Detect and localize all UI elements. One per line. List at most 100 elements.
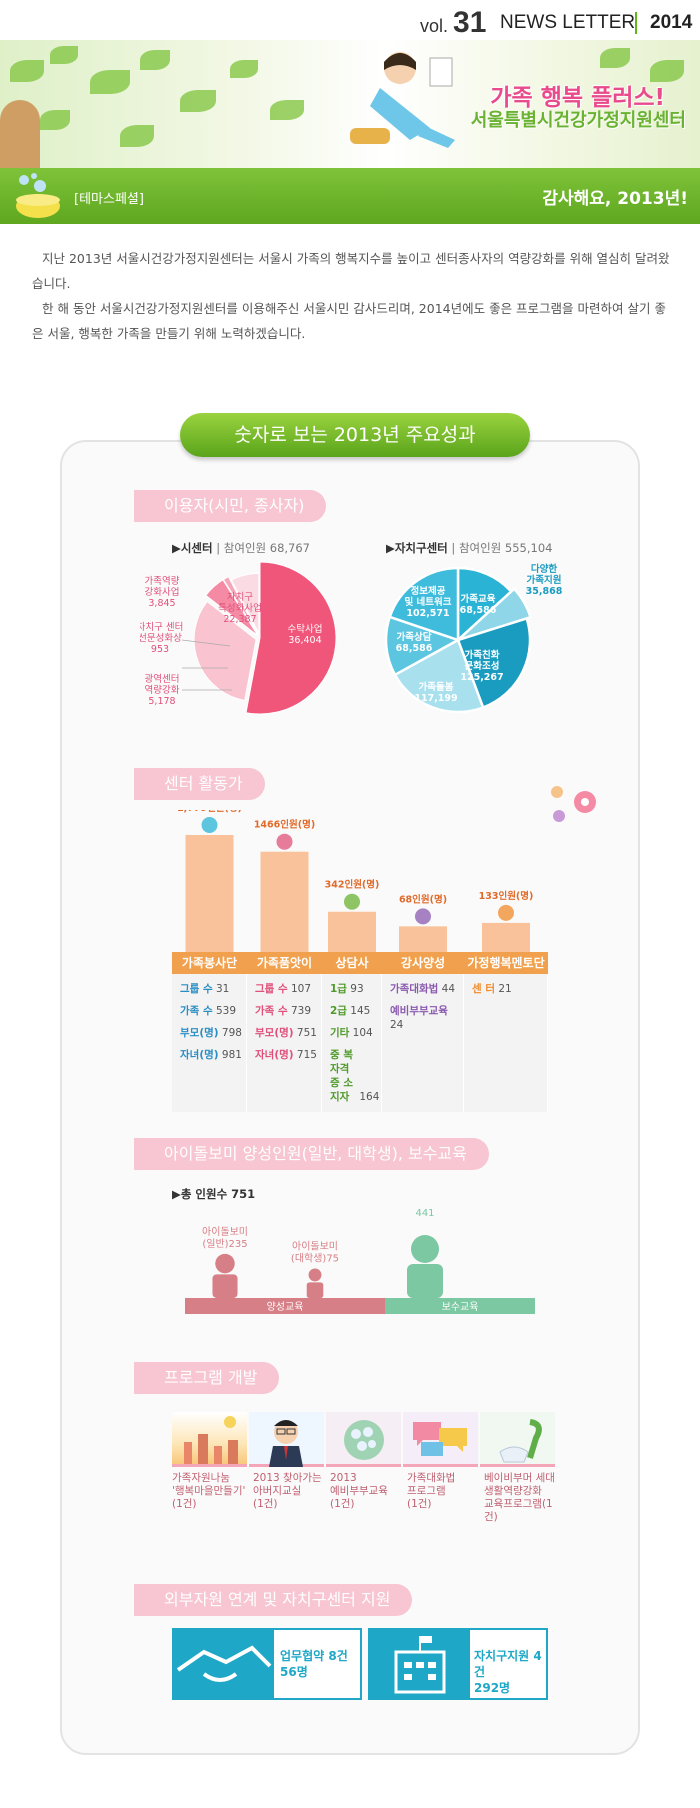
- pie-label: 다양한 가족지원 35,868: [526, 563, 563, 597]
- refresher-bar-label: 보수교육: [442, 1301, 479, 1313]
- table-column: [464, 974, 548, 1112]
- newsletter-header: vol. 31 NEWS LETTER 2014: [0, 0, 700, 40]
- greeting-title: 감사해요, 2013년!: [542, 189, 688, 209]
- table-row: 1급 93: [330, 983, 364, 995]
- year-label: 2014: [650, 12, 693, 33]
- program-caption: 베이비부머 세대 생활역량강화 교육프로그램(1건): [484, 1472, 555, 1523]
- caregiver-count-label: 441: [415, 1208, 434, 1219]
- pie-slice: [245, 561, 337, 715]
- activity-count-label: 68인원(명): [399, 893, 447, 905]
- intro-paragraph: 한 해 동안 서울시건강가정지원센터를 이용해주신 서울시민 감사드리며, 20…: [32, 301, 666, 341]
- table-row: 가족 수 539: [180, 1005, 237, 1017]
- section-heading-caregiver: 아이돌보미 양성인원(일반, 대학생), 보수교육: [134, 1138, 489, 1170]
- activity-count-label: 133인원(명): [479, 890, 534, 902]
- training-bar-label: 양성교육: [267, 1301, 304, 1313]
- program-image-father: [249, 1412, 324, 1467]
- table-row: 그룹 수 31: [180, 983, 230, 995]
- flower-decoration-icon: [551, 786, 596, 822]
- table-header: 가정행복멘토단: [464, 952, 548, 974]
- table-header: 강사양성: [382, 952, 464, 974]
- section-heading-external: 외부자원 연계 및 자치구센터 지원: [134, 1584, 413, 1616]
- pie-label: 가족교육 68,586: [460, 593, 497, 616]
- pie-slice: [222, 575, 259, 636]
- person-icon: [498, 904, 514, 921]
- program-caption: 2013 찾아가는 아버지교실 (1건): [253, 1472, 322, 1510]
- table-header: 가족품앗이: [247, 952, 322, 974]
- leaf-decoration: [140, 50, 170, 70]
- pot-decoration: [0, 100, 40, 168]
- leaf-decoration: [600, 48, 630, 68]
- activity-count-label: 1,779인원(명): [177, 810, 242, 814]
- program-caption: 2013 예비부부교육 (1건): [330, 1472, 388, 1510]
- program-image-babyboomer: [480, 1412, 555, 1467]
- person-icon: [276, 833, 293, 850]
- pie-label: 가족친화 문화조성 125,267: [460, 649, 503, 683]
- program-caption: 가족자원나눔 '행복마을만들기' (1건): [172, 1472, 246, 1510]
- district-support-text: 자치구지원 4건 292명: [474, 1649, 542, 1695]
- table-row: 기타 104: [330, 1027, 373, 1039]
- pie-slice: [393, 638, 485, 714]
- leaf-decoration: [230, 60, 258, 78]
- section-heading-activities: 센터 활동가: [134, 768, 265, 800]
- volume-label: vol. 31: [420, 6, 487, 39]
- pie-slice: [193, 600, 257, 702]
- pie-label: 가족상담 68,586: [396, 631, 433, 654]
- activity-count-label: 1466인원(명): [254, 819, 315, 831]
- table-row: 센 터 21: [472, 983, 512, 995]
- hero-banner: 가족 행복 플러스! 서울특별시건강가정지원센터: [0, 40, 700, 168]
- pie-slice: [230, 572, 260, 634]
- city-center-pie-chart: 수탁사업 36,404 자치구 특성화사업 22,387 가족역량 강화사업 3,845 자치구…: [140, 561, 337, 715]
- table-row: 가족 수 739: [255, 1005, 312, 1017]
- leaf-decoration: [180, 90, 216, 112]
- table-column: [382, 974, 464, 1112]
- pie-label: 가족역량 강화사업 3,845: [145, 575, 180, 609]
- partnership-text: 업무협약 8건 56명: [280, 1649, 348, 1679]
- caregiver-chart: 아이돌보미 (일반)235 아이돌보미 (대학생)75 441 양성교육 보수교육: [185, 1208, 535, 1314]
- table-row: 예비부부교육 24: [390, 1005, 448, 1031]
- table-row: 자녀(명) 715: [255, 1049, 317, 1061]
- table-row: 2급 145: [330, 1005, 371, 1017]
- caregiver-count-label: 아이돌보미 (일반)235: [202, 1226, 248, 1250]
- pie-slice: [457, 587, 533, 642]
- program-image-village: [172, 1412, 247, 1467]
- table-column: [172, 974, 247, 1112]
- table-row: 부모(명) 751: [255, 1027, 317, 1039]
- section-heading-programs: 프로그램 개발: [134, 1362, 280, 1394]
- table-header: 상담사: [322, 952, 382, 974]
- program-image-dialogue: [403, 1412, 478, 1467]
- leaf-decoration: [40, 110, 70, 130]
- table-column: [322, 974, 382, 1112]
- person-head: [215, 1253, 235, 1274]
- person-icon: [344, 893, 360, 910]
- city-center-label: ▶시센터 | 참여인원 68,767: [172, 541, 310, 555]
- bubble-bowl-icon: [16, 173, 60, 218]
- activity-bar: [260, 851, 309, 952]
- district-support-box: 자치구지원 4건 292명: [368, 1628, 548, 1700]
- pie-label: 가족돌봄 117,199: [414, 681, 457, 704]
- pie-label: 자치구 센터 선문성화상 953: [140, 621, 183, 655]
- table-row: 그룹 수 107: [255, 983, 312, 995]
- activity-bar: [185, 835, 234, 952]
- intro-paragraph: 지난 2013년 서울시건강가정지원센터는 서울시 가족의 행복지수를 높이고 …: [32, 251, 670, 291]
- activity-bar: [482, 922, 530, 952]
- table-column: [247, 974, 322, 1112]
- girl-illustration: [350, 52, 455, 148]
- leaf-decoration: [120, 125, 154, 147]
- person-figure: [306, 1282, 324, 1298]
- training-bar: [185, 1298, 385, 1314]
- table-row: 자녀(명) 981: [180, 1049, 242, 1061]
- caregiver-count-label: 아이돌보미 (대학생)75: [291, 1240, 339, 1264]
- table-row: 중 복 자격증 소지자 164: [330, 1049, 380, 1103]
- pie-slice: [388, 566, 460, 642]
- person-icon: [201, 817, 218, 833]
- banner-subtitle: 서울특별시건강가정지원센터: [470, 110, 686, 131]
- building-icon: [370, 1630, 470, 1698]
- partnership-box: 업무협약 8건 56명: [172, 1628, 362, 1700]
- pie-label: 수탁사업 36,404: [288, 623, 323, 646]
- person-figure: [212, 1274, 238, 1298]
- theme-bar: [테마스페셜] 감사해요, 2013년!: [0, 168, 700, 224]
- leaf-decoration: [270, 100, 304, 120]
- caregiver-total: ▶총 인원수 751: [172, 1187, 256, 1201]
- person-head: [308, 1268, 322, 1282]
